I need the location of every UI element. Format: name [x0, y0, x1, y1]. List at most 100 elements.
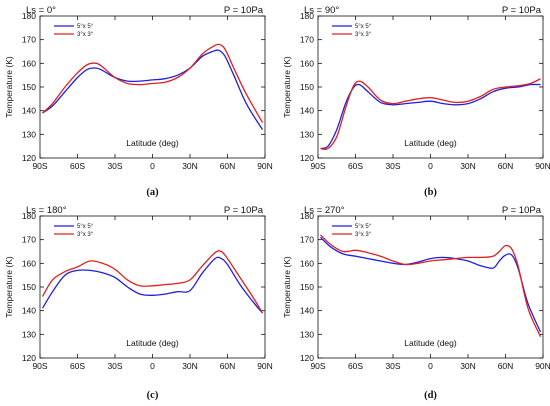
- legend-label: 3°x 3°: [77, 32, 94, 38]
- x-axis-label: Latitude (deg): [404, 338, 457, 348]
- x-tick-label: 30S: [107, 361, 122, 371]
- panel-c: 120 130 140 150 160 170 180 90S 60S 30S 0 30N 60N 90N…: [4, 205, 273, 401]
- x-tick-label: 30S: [385, 361, 400, 371]
- series-line-5x5: [320, 83, 541, 150]
- y-tick-label: 120: [22, 153, 36, 163]
- y-tick-label: 160: [300, 58, 314, 68]
- x-tick-label: 0: [428, 161, 433, 171]
- x-tick-label: 30S: [385, 161, 400, 171]
- y-tick-label: 160: [300, 258, 314, 268]
- series-line-5x5: [41, 256, 263, 314]
- y-tick-label: 140: [300, 306, 314, 316]
- x-tick-label: 60S: [70, 361, 85, 371]
- y-tick-label: 130: [22, 129, 36, 139]
- x-tick-label: 30N: [460, 361, 476, 371]
- x-tick-label: 0: [150, 361, 155, 371]
- y-tick-label: 180: [300, 11, 314, 21]
- series-line-5x5: [42, 49, 264, 130]
- x-tick-label: 90N: [257, 361, 273, 371]
- y-tick-label: 130: [300, 129, 314, 139]
- panel-b: 120 130 140 150 160 170 180 90S 60S 30S 0 30N 60N 90N…: [282, 5, 550, 198]
- y-tick-label: 180: [22, 11, 36, 21]
- x-tick-label: 90S: [310, 161, 325, 171]
- panel-a: 120 130 140 150 160 170 180 90S 60S 30S 0 30N 60N 90N…: [4, 5, 273, 198]
- panel-caption: (a): [146, 187, 159, 198]
- y-tick-label: 160: [22, 58, 36, 68]
- x-tick-label: 0: [428, 361, 433, 371]
- y-tick-label: 150: [300, 282, 314, 292]
- panel-header-right: P = 10Pa: [224, 5, 264, 16]
- y-tick-label: 120: [300, 153, 314, 163]
- x-tick-label: 90N: [257, 161, 273, 171]
- x-axis-label: Latitude (deg): [126, 138, 179, 148]
- x-tick-label: 60S: [348, 161, 363, 171]
- plot-frame: [39, 15, 266, 159]
- legend-label: 3°x 3°: [77, 232, 94, 238]
- legend-label: 3°x 3°: [355, 32, 372, 38]
- y-tick-label: 140: [22, 106, 36, 116]
- x-tick-label: 60S: [348, 361, 363, 371]
- x-axis-label: Latitude (deg): [404, 138, 457, 148]
- x-tick-label: 30N: [182, 361, 198, 371]
- x-tick-label: 30S: [107, 161, 122, 171]
- y-tick-label: 150: [22, 282, 36, 292]
- panel-header-left: Ls = 180°: [26, 205, 67, 216]
- y-tick-label: 140: [300, 106, 314, 116]
- y-tick-label: 140: [22, 306, 36, 316]
- y-tick-label: 180: [300, 211, 314, 221]
- plot-frame: [317, 215, 544, 359]
- x-tick-label: 90N: [535, 161, 550, 171]
- x-tick-label: 0: [150, 161, 155, 171]
- panel-header-right: P = 10Pa: [502, 5, 542, 16]
- y-tick-label: 150: [22, 82, 36, 92]
- x-tick-label: 60N: [498, 161, 514, 171]
- series-line-3x3: [320, 234, 542, 337]
- panel-caption: (c): [147, 390, 159, 401]
- y-tick-label: 170: [22, 35, 36, 45]
- x-tick-label: 60N: [220, 361, 236, 371]
- legend-label: 5°x 5°: [77, 224, 94, 230]
- series-line-5x5: [320, 236, 542, 333]
- x-axis-label: Latitude (deg): [126, 338, 179, 348]
- y-tick-label: 120: [300, 353, 314, 363]
- y-axis-label: Temperature (K): [4, 256, 14, 318]
- y-axis-label: Temperature (K): [282, 56, 292, 118]
- y-tick-label: 130: [22, 329, 36, 339]
- y-axis-label: Temperature (K): [4, 56, 14, 118]
- panel-caption: (b): [424, 187, 437, 198]
- plot-frame: [39, 215, 266, 359]
- legend-label: 5°x 5°: [355, 24, 372, 30]
- x-tick-label: 60N: [498, 361, 514, 371]
- panel-header-left: Ls = 90°: [304, 5, 339, 16]
- x-tick-label: 90S: [32, 161, 47, 171]
- y-tick-label: 120: [22, 353, 36, 363]
- legend-label: 3°x 3°: [355, 232, 372, 238]
- x-tick-label: 90S: [310, 361, 325, 371]
- y-tick-label: 130: [300, 329, 314, 339]
- x-tick-label: 30N: [460, 161, 476, 171]
- y-tick-label: 170: [300, 35, 314, 45]
- panel-header-left: Ls = 0°: [26, 5, 56, 16]
- y-tick-label: 170: [22, 235, 36, 245]
- x-tick-label: 60N: [220, 161, 236, 171]
- y-tick-label: 180: [22, 211, 36, 221]
- y-axis-label: Temperature (K): [282, 256, 292, 318]
- panel-d: 120 130 140 150 160 170 180 90S 60S 30S 0 30N 60N 90N…: [282, 205, 550, 401]
- panel-caption: (d): [424, 390, 437, 401]
- series-line-3x3: [41, 250, 264, 314]
- legend-label: 5°x 5°: [77, 24, 94, 30]
- x-tick-label: 90S: [32, 361, 47, 371]
- x-tick-label: 60S: [70, 161, 85, 171]
- y-tick-label: 160: [22, 258, 36, 268]
- panel-header-right: P = 10Pa: [502, 205, 542, 216]
- x-tick-label: 30N: [182, 161, 198, 171]
- series-line-3x3: [320, 78, 541, 151]
- y-tick-label: 150: [300, 82, 314, 92]
- y-tick-label: 170: [300, 235, 314, 245]
- x-tick-label: 90N: [535, 361, 550, 371]
- panel-header-right: P = 10Pa: [224, 205, 264, 216]
- legend-label: 5°x 5°: [355, 224, 372, 230]
- series-line-3x3: [42, 43, 264, 123]
- panel-header-left: Ls = 270°: [304, 205, 345, 216]
